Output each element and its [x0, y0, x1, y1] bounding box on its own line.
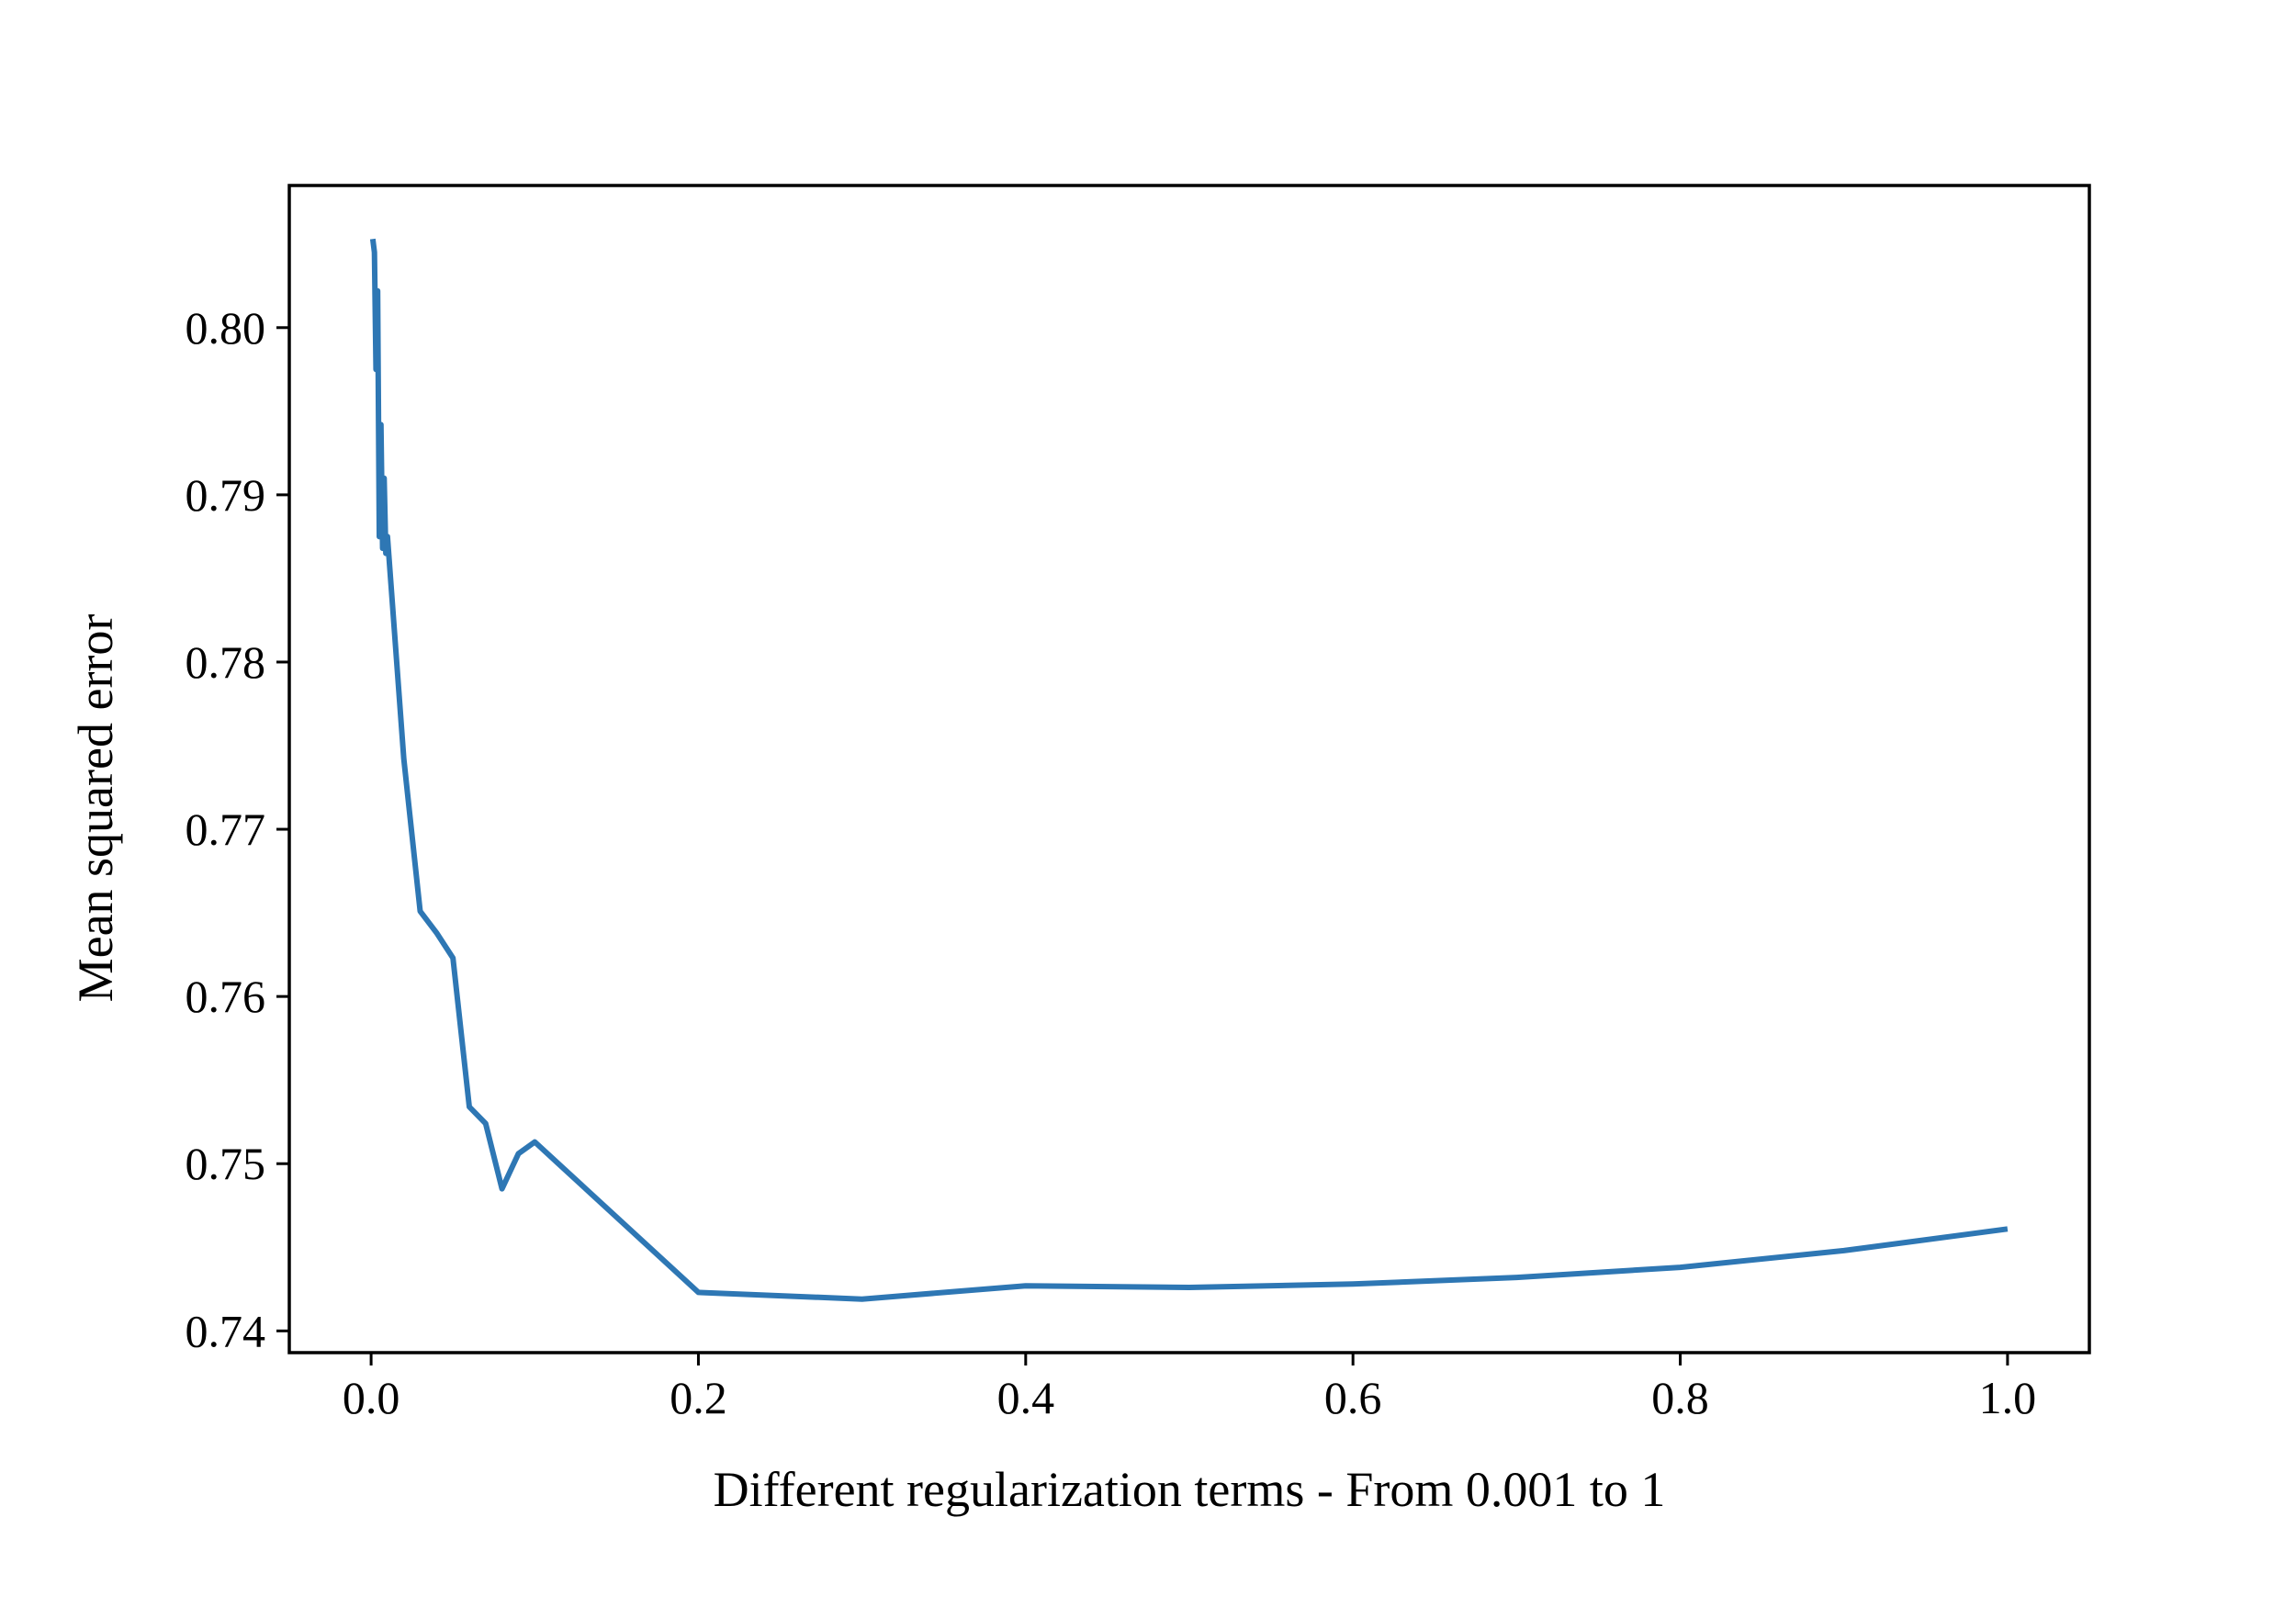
- y-tick-label: 0.76: [186, 971, 266, 1022]
- y-axis-label: Mean squared error: [68, 614, 123, 1003]
- x-axis: 0.0 0.2 0.4 0.6 0.8 1.0: [343, 1353, 2036, 1423]
- y-tick-label: 0.75: [186, 1138, 266, 1189]
- x-tick-label: 0.6: [1324, 1372, 1382, 1423]
- y-tick-label: 0.74: [186, 1305, 266, 1356]
- x-tick-label: 0.2: [670, 1372, 727, 1423]
- x-tick-label: 0.0: [343, 1372, 400, 1423]
- x-tick-label: 1.0: [1979, 1372, 2037, 1423]
- y-tick-label: 0.78: [186, 636, 266, 688]
- series-layer: [369, 238, 2009, 1302]
- y-axis: 0.74 0.75 0.76 0.77 0.78 0.79 0.80: [186, 302, 289, 1356]
- y-tick-label: 0.80: [186, 302, 266, 354]
- y-tick-label: 0.79: [186, 469, 266, 521]
- y-tick-label: 0.77: [186, 804, 266, 855]
- plot-frame: [287, 184, 2091, 1354]
- x-axis-label: Different regularization terms - From 0.…: [714, 1462, 1666, 1517]
- x-tick-label: 0.8: [1651, 1372, 1709, 1423]
- x-tick-label: 0.4: [997, 1372, 1055, 1423]
- series-line-0: [369, 238, 2009, 1302]
